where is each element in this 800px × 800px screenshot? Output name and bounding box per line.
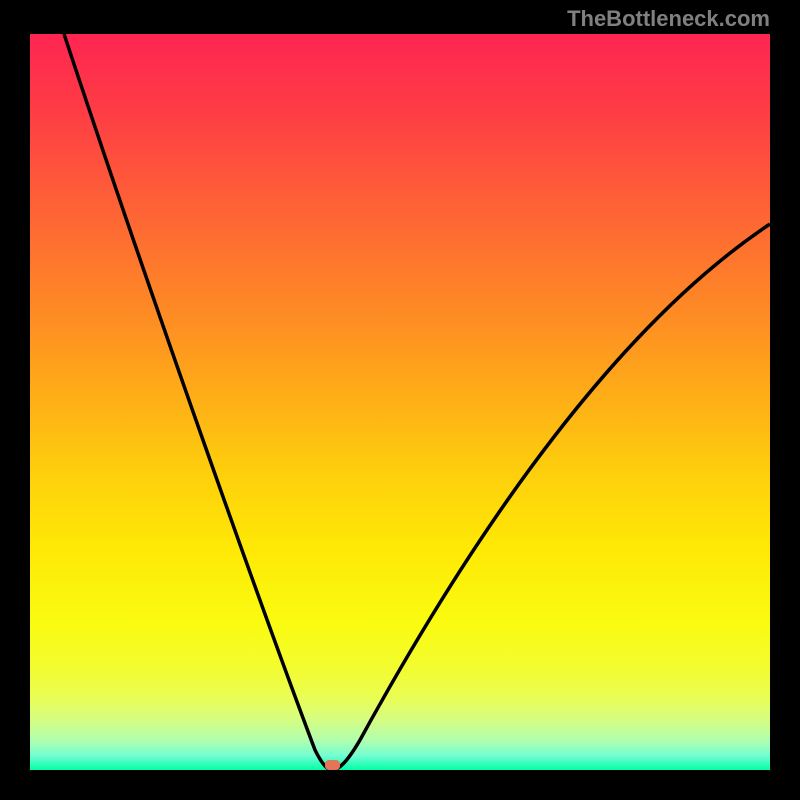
plot-area bbox=[30, 34, 770, 770]
minimum-marker bbox=[325, 760, 340, 770]
chart-container bbox=[0, 0, 800, 800]
bottleneck-curve-path bbox=[64, 34, 770, 770]
watermark-text: TheBottleneck.com bbox=[567, 6, 770, 32]
chart-curve bbox=[30, 34, 770, 770]
